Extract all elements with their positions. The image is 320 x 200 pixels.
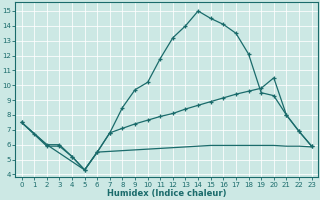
X-axis label: Humidex (Indice chaleur): Humidex (Indice chaleur) — [107, 189, 226, 198]
